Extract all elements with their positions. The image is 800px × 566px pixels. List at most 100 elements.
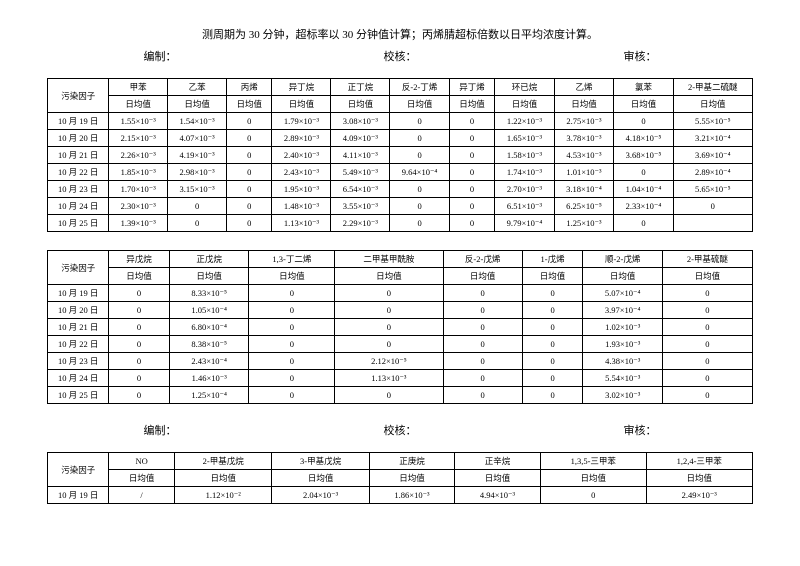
col-header: 1,3,5-三甲苯 [540, 453, 646, 470]
value-cell: 2.43×10⁻⁴ [169, 353, 249, 370]
value-cell: 3.08×10⁻³ [331, 113, 390, 130]
sig-c2: 审核： [624, 422, 657, 438]
value-cell: 0 [227, 198, 272, 215]
value-cell: 0 [335, 336, 443, 353]
value-cell: 0 [249, 336, 335, 353]
date-cell: 10 月 23 日 [48, 353, 109, 370]
value-cell: 4.19×10⁻³ [168, 147, 227, 164]
value-cell: 0 [522, 353, 583, 370]
value-cell: 3.21×10⁻⁴ [673, 130, 752, 147]
table-row: 10 月 25 日01.25×10⁻⁴00003.02×10⁻³0 [48, 387, 753, 404]
value-cell: 2.75×10⁻³ [554, 113, 614, 130]
sig-c: 审核： [624, 48, 657, 64]
col-header: 正庚烷 [369, 453, 454, 470]
table-row: 10 月 19 日1.55×10⁻³1.54×10⁻³01.79×10⁻³3.0… [48, 113, 753, 130]
value-cell: 1.02×10⁻³ [583, 319, 663, 336]
value-cell: 0 [673, 198, 752, 215]
value-cell: 1.04×10⁻⁴ [614, 181, 674, 198]
value-cell: 0 [390, 181, 450, 198]
value-cell: 0 [249, 370, 335, 387]
value-cell: 4.53×10⁻³ [554, 147, 614, 164]
value-cell: 2.89×10⁻⁴ [673, 164, 752, 181]
sub-header: 日均值 [495, 96, 555, 113]
sig-a: 编制： [144, 48, 177, 64]
value-cell: 4.09×10⁻³ [331, 130, 390, 147]
value-cell: 3.97×10⁻⁴ [583, 302, 663, 319]
value-cell: 0 [449, 130, 494, 147]
value-cell: 0 [443, 319, 522, 336]
sub-header: 日均值 [109, 268, 170, 285]
value-cell: 0 [614, 164, 674, 181]
col-header: 环已烷 [495, 79, 555, 96]
value-cell: 1.93×10⁻³ [583, 336, 663, 353]
table-row: 10 月 22 日1.85×10⁻³2.98×10⁻³02.43×10⁻³5.4… [48, 164, 753, 181]
value-cell: 3.78×10⁻³ [554, 130, 614, 147]
table-row: 10 月 19 日08.33×10⁻⁵00005.07×10⁻⁴0 [48, 285, 753, 302]
col-header: 2-甲基硫醚 [662, 251, 752, 268]
date-cell: 10 月 20 日 [48, 130, 109, 147]
value-cell: 0 [614, 215, 674, 232]
value-cell: 1.55×10⁻³ [109, 113, 168, 130]
table-row: 10 月 19 日/1.12×10⁻²2.04×10⁻³1.86×10⁻³4.9… [48, 487, 753, 504]
sub-header: 日均值 [540, 470, 646, 487]
value-cell: 0 [227, 130, 272, 147]
value-cell: 5.65×10⁻⁵ [673, 181, 752, 198]
value-cell: 0 [335, 285, 443, 302]
value-cell: 0 [390, 113, 450, 130]
value-cell: 2.33×10⁻⁴ [614, 198, 674, 215]
value-cell: 0 [614, 113, 674, 130]
table-row: 10 月 21 日06.80×10⁻⁴00001.02×10⁻³0 [48, 319, 753, 336]
value-cell: 0 [335, 319, 443, 336]
value-cell: 2.15×10⁻³ [109, 130, 168, 147]
sub-header: 日均值 [646, 470, 752, 487]
value-cell: 0 [443, 353, 522, 370]
value-cell: 1.05×10⁻⁴ [169, 302, 249, 319]
value-cell: 0 [390, 147, 450, 164]
value-cell: 0 [109, 370, 170, 387]
value-cell: 0 [390, 130, 450, 147]
sub-header: 日均值 [335, 268, 443, 285]
value-cell: 2.98×10⁻³ [168, 164, 227, 181]
value-cell: 0 [249, 319, 335, 336]
value-cell: 2.70×10⁻³ [495, 181, 555, 198]
value-cell: / [109, 487, 175, 504]
value-cell: 0 [662, 285, 752, 302]
col-header: 氯苯 [614, 79, 674, 96]
value-cell: 0 [249, 387, 335, 404]
value-cell: 0 [227, 113, 272, 130]
sub-header: 日均值 [109, 96, 168, 113]
value-cell: 2.40×10⁻³ [272, 147, 331, 164]
value-cell: 4.38×10⁻³ [583, 353, 663, 370]
value-cell: 0 [390, 198, 450, 215]
value-cell: 0 [522, 285, 583, 302]
date-cell: 10 月 19 日 [48, 487, 109, 504]
value-cell: 4.18×10⁻⁵ [614, 130, 674, 147]
sub-header: 日均值 [227, 96, 272, 113]
col-header: 甲苯 [109, 79, 168, 96]
col-header: 1-戊烯 [522, 251, 583, 268]
value-cell: 2.29×10⁻³ [331, 215, 390, 232]
value-cell: 0 [662, 319, 752, 336]
value-cell: 1.01×10⁻³ [554, 164, 614, 181]
table-row: 10 月 23 日1.70×10⁻³3.15×10⁻³01.95×10⁻³6.5… [48, 181, 753, 198]
sub-header: 日均值 [169, 268, 249, 285]
col-header: 正丁烷 [331, 79, 390, 96]
value-cell: 0 [390, 215, 450, 232]
date-cell: 10 月 19 日 [48, 285, 109, 302]
date-cell: 10 月 25 日 [48, 387, 109, 404]
value-cell: 0 [443, 285, 522, 302]
value-cell: 6.80×10⁻⁴ [169, 319, 249, 336]
date-cell: 10 月 21 日 [48, 319, 109, 336]
sig-b2: 校核： [384, 422, 417, 438]
sub-header: 日均值 [455, 470, 540, 487]
value-cell: 0 [522, 319, 583, 336]
value-cell: 0 [522, 387, 583, 404]
value-cell: 4.07×10⁻³ [168, 130, 227, 147]
sub-header: 日均值 [175, 470, 272, 487]
col-header: 正戊烷 [169, 251, 249, 268]
value-cell: 4.94×10⁻³ [455, 487, 540, 504]
value-cell: 0 [227, 164, 272, 181]
value-cell: 0 [449, 147, 494, 164]
sub-header: 日均值 [673, 96, 752, 113]
value-cell: 1.58×10⁻³ [495, 147, 555, 164]
